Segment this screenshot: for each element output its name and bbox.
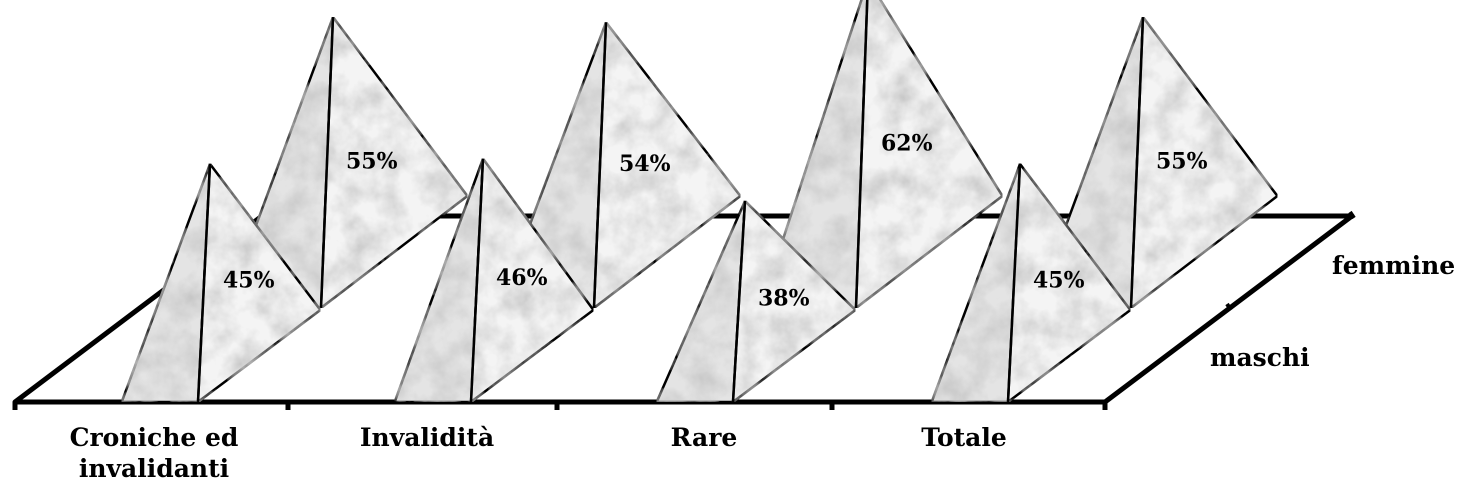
pyramid-maschi-3: 45% <box>930 162 1132 404</box>
series-label-maschi: maschi <box>1210 343 1310 372</box>
pyramid-femmine-3: 55% <box>1034 15 1279 310</box>
depth-axis-tick-1 <box>1348 210 1356 220</box>
value-label-maschi-1: 46% <box>496 265 548 291</box>
pyramid-ridge-maschi-3 <box>1006 163 1022 403</box>
depth-axis-tick-0 <box>1225 302 1233 312</box>
category-axis <box>12 210 1356 410</box>
pyramid-left-face-maschi-0 <box>120 162 212 404</box>
value-label-femmine-2: 62% <box>881 131 933 157</box>
pyramid-ridge-femmine-3 <box>1129 16 1145 309</box>
pyramid-maschi-1: 46% <box>393 157 595 404</box>
pyramid-ridge-femmine-0 <box>319 16 335 309</box>
pyramid-maschi-2: 38% <box>655 199 857 404</box>
pyramid-femmine-2: 62% <box>759 0 1004 310</box>
pyramid-ridge-femmine-1 <box>592 22 608 309</box>
pyramid-ridge-maschi-0 <box>196 163 212 403</box>
category-label-invalidita: Invalidità <box>359 423 495 452</box>
value-label-maschi-0: 45% <box>223 268 275 294</box>
pyramid-ridge-maschi-1 <box>469 158 485 403</box>
value-label-femmine-3: 55% <box>1156 148 1208 174</box>
value-label-femmine-1: 54% <box>619 151 671 177</box>
pyramid-maschi-0: 45% <box>120 162 322 404</box>
pyramid-ridge-maschi-2 <box>731 200 747 403</box>
category-label-rare: Rare <box>670 423 738 452</box>
category-label-totale: Totale <box>921 423 1007 452</box>
value-label-maschi-3: 45% <box>1033 268 1085 294</box>
value-label-femmine-0: 55% <box>346 148 398 174</box>
value-label-maschi-2: 38% <box>758 286 810 312</box>
series-maschi: 45% 46% 38% 45% <box>120 157 1132 404</box>
series-label-femmine: femmine <box>1332 251 1456 280</box>
category-label-croniche: Croniche ed invalidanti <box>69 423 239 483</box>
pyramid-ridge-femmine-2 <box>854 0 869 309</box>
